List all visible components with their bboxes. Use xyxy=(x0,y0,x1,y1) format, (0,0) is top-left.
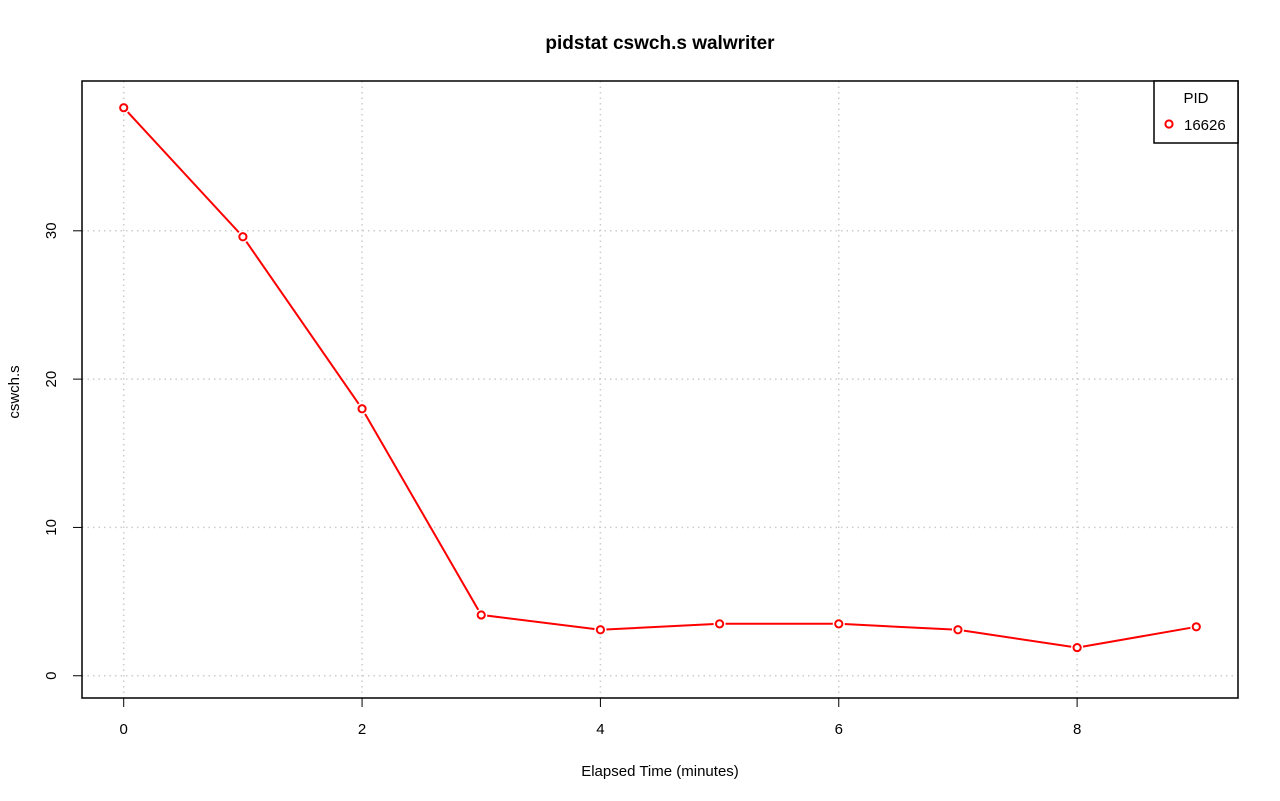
data-point xyxy=(953,625,963,635)
series-line xyxy=(122,107,1197,649)
data-point xyxy=(714,619,725,629)
data-point xyxy=(595,625,606,635)
legend: PID 16626 xyxy=(1153,80,1239,144)
y-tick-label: 0 xyxy=(43,672,60,680)
legend-marker xyxy=(1164,119,1174,129)
x-tick-label: 6 xyxy=(835,721,843,738)
x-axis: 0 2 4 6 8 xyxy=(120,697,1081,738)
y-tick-label: 10 xyxy=(43,519,60,536)
series-layer xyxy=(117,101,1203,654)
plot-frame xyxy=(81,80,1239,699)
grid-lines xyxy=(82,81,1238,698)
y-tick-label: 30 xyxy=(43,222,60,239)
data-point xyxy=(1072,642,1082,653)
data-point xyxy=(476,610,486,620)
y-axis-label: cswch.s xyxy=(6,365,23,418)
x-tick-label: 0 xyxy=(120,721,128,738)
data-point xyxy=(357,404,367,414)
data-point xyxy=(238,232,248,242)
x-tick-label: 2 xyxy=(358,721,366,738)
legend-title: PID xyxy=(1183,90,1208,107)
x-tick-label: 4 xyxy=(596,721,604,738)
y-axis: 0 10 20 30 xyxy=(43,222,83,680)
data-point xyxy=(1191,622,1201,632)
x-tick-label: 8 xyxy=(1073,721,1081,738)
data-point xyxy=(834,619,844,629)
y-tick-label: 20 xyxy=(43,371,60,388)
data-point xyxy=(119,103,129,113)
legend-box xyxy=(1153,80,1239,144)
x-axis-label: Elapsed Time (minutes) xyxy=(581,763,739,780)
legend-entry-label: 16626 xyxy=(1184,117,1226,134)
chart-title: pidstat cswch.s walwriter xyxy=(545,33,775,54)
